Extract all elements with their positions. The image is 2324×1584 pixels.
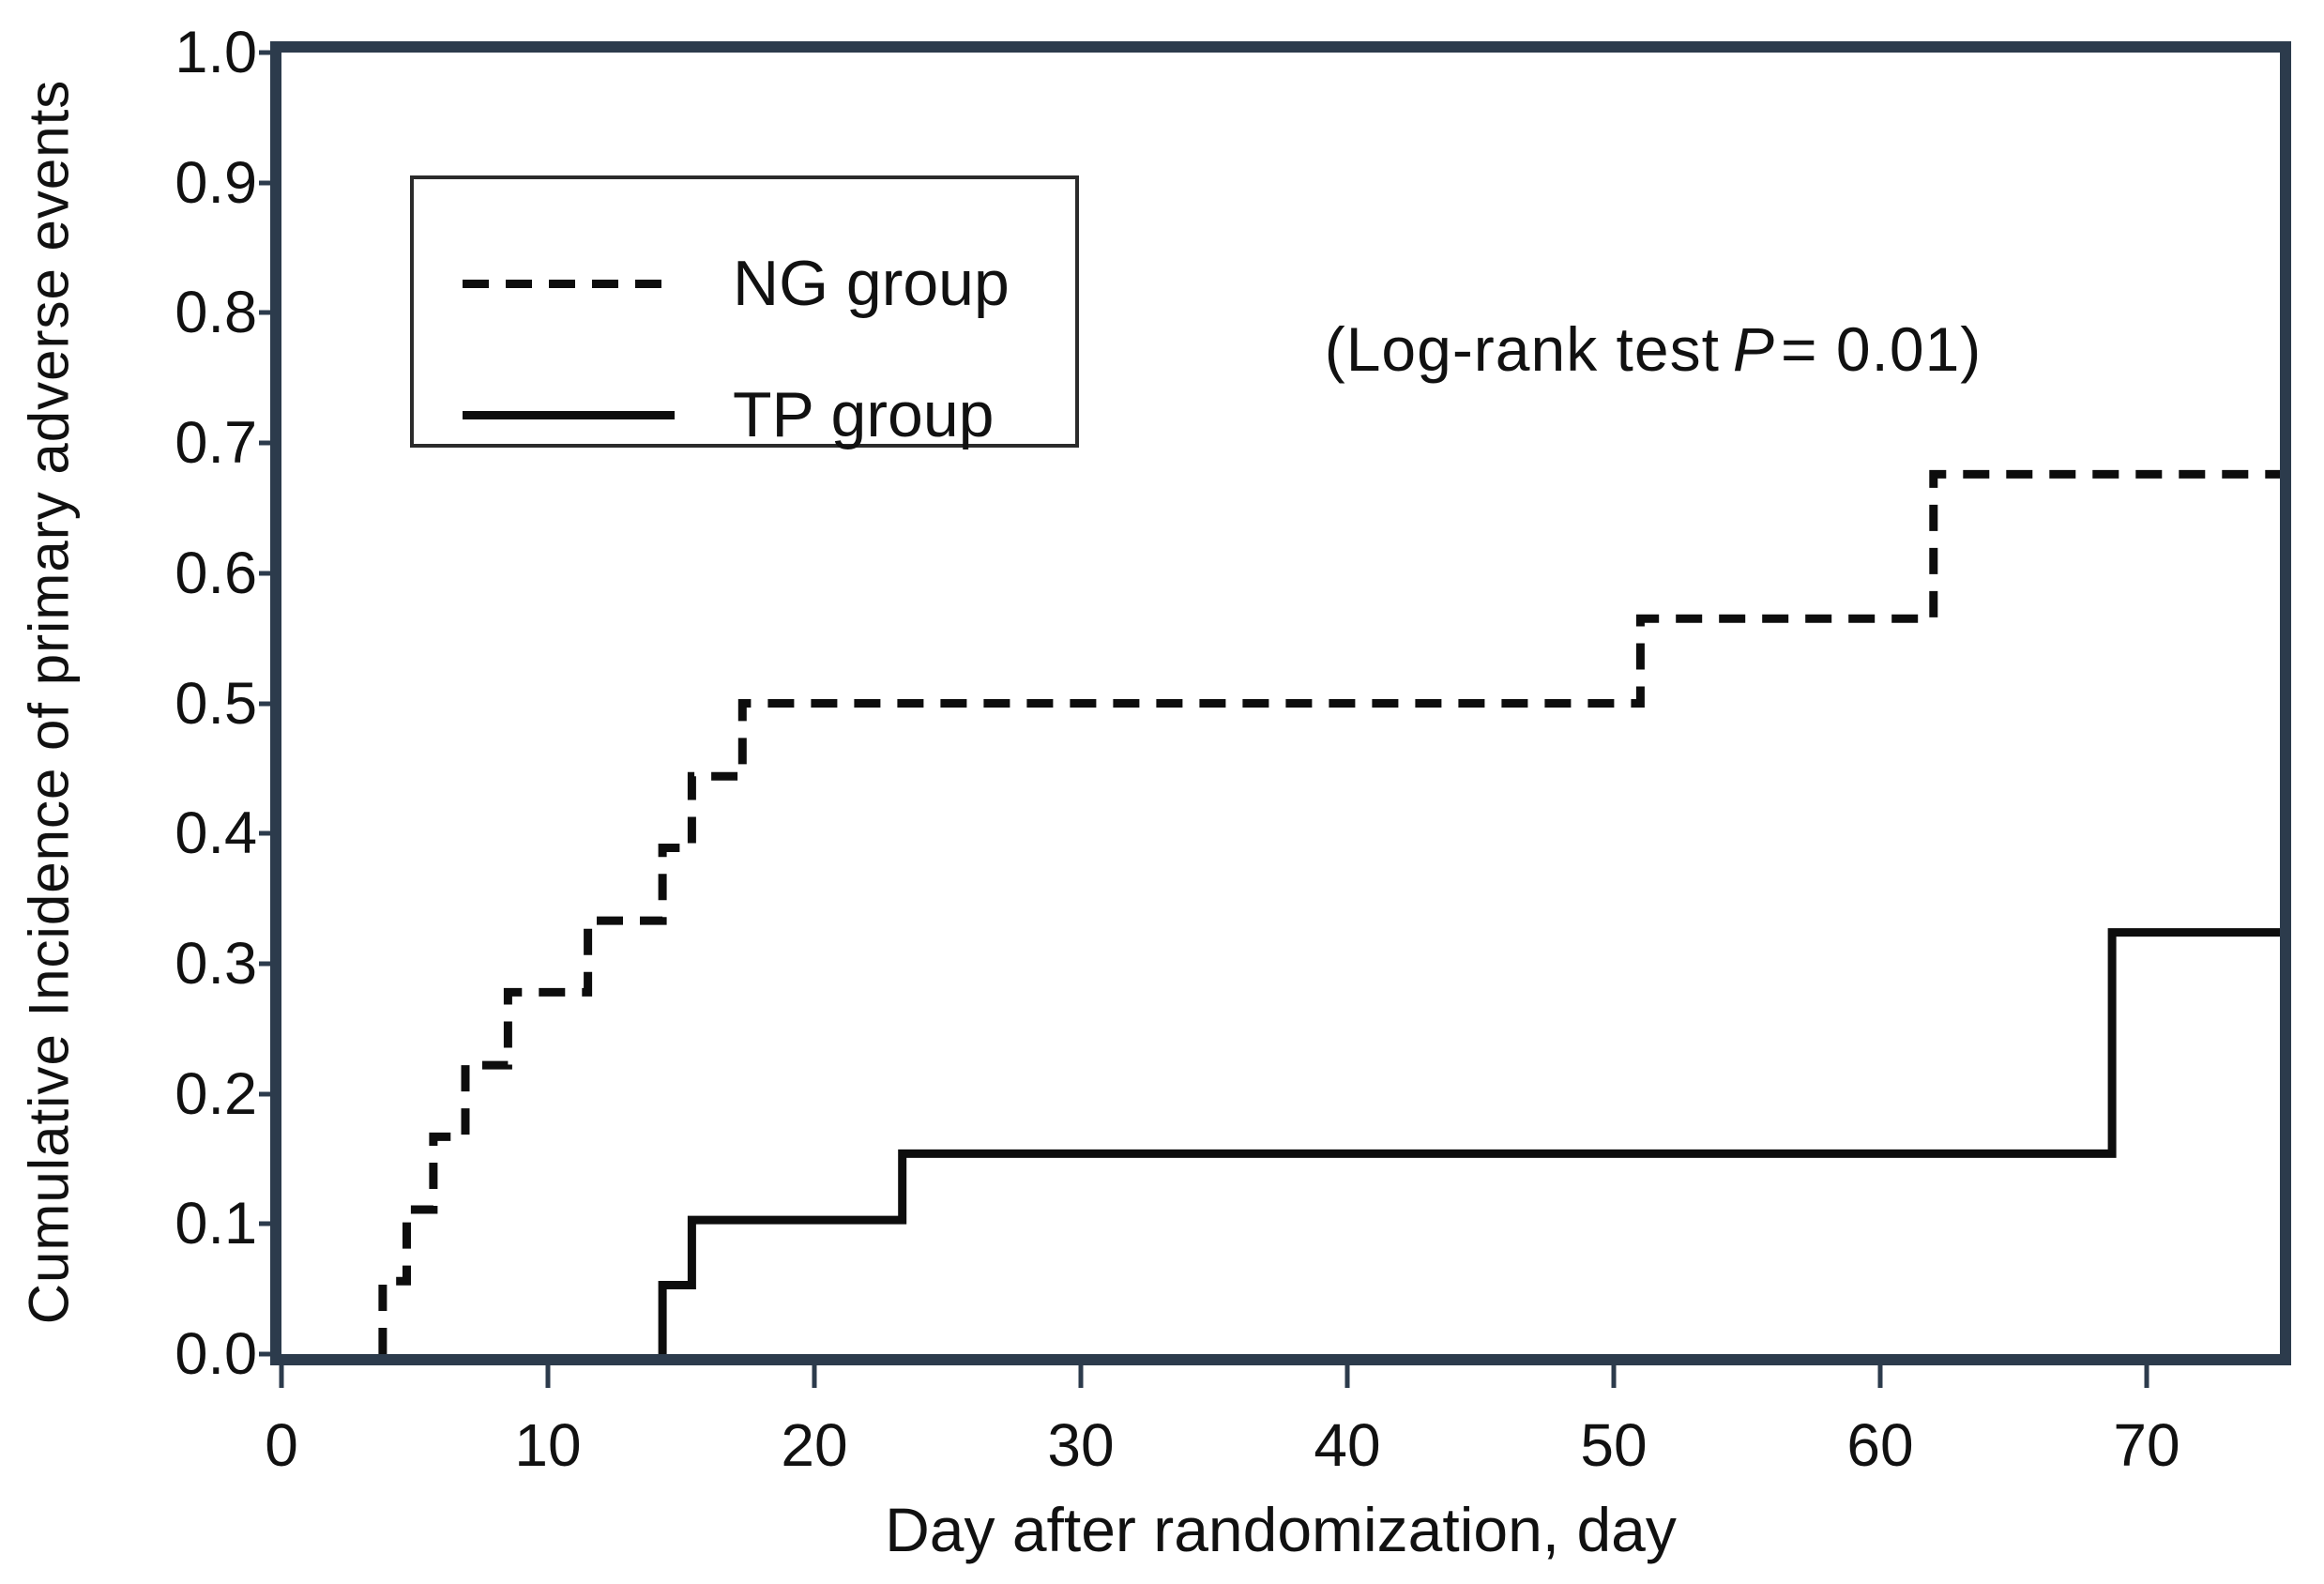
y-tick-mark	[259, 50, 280, 55]
x-tick-mark	[1078, 1365, 1084, 1388]
x-tick-mark	[1611, 1365, 1617, 1388]
x-tick-label: 30	[1047, 1411, 1115, 1479]
y-tick-mark	[259, 701, 280, 706]
survival-curves-canvas	[378, 469, 2280, 1354]
logrank-annotation: (Log-rank test P= 0.01)	[1325, 313, 1982, 385]
y-tick-mark	[259, 440, 280, 446]
y-tick-label: 0.3	[175, 930, 257, 997]
x-tick-mark	[279, 1365, 284, 1388]
annotation-p-symbol: P	[1732, 314, 1775, 384]
x-tick-mark	[2144, 1365, 2149, 1388]
y-tick-label: 0.6	[175, 540, 257, 606]
tp-group-curve	[658, 928, 2280, 1354]
y-tick-label: 1.0	[175, 20, 257, 85]
x-tick-label: 20	[781, 1411, 848, 1479]
x-tick-label: 10	[514, 1411, 582, 1479]
x-tick-label: 40	[1314, 1411, 1381, 1479]
x-axis-tick-labels: 0 10 20 30 40 50 60 70	[265, 1365, 2280, 1497]
y-tick-label: 0.1	[175, 1191, 257, 1257]
legend-label-ng: NG group	[733, 248, 1010, 319]
ng-dashed-line-sample	[463, 279, 675, 288]
legend: NG group TP group	[410, 175, 1079, 451]
x-tick-label: 50	[1580, 1411, 1648, 1479]
y-tick-label: 0.5	[175, 670, 257, 737]
y-tick-label: 0.7	[175, 410, 257, 477]
y-tick-mark	[259, 571, 280, 576]
x-tick-label: 70	[2113, 1411, 2180, 1479]
x-tick-mark	[1877, 1365, 1883, 1388]
x-tick-mark	[812, 1365, 817, 1388]
legend-label-tp: TP group	[733, 379, 995, 450]
ng-group-curve	[378, 469, 2280, 1354]
y-tick-mark	[259, 961, 280, 967]
x-axis-title: Day after randomization, day	[885, 1495, 1677, 1564]
y-tick-label: 0.0	[175, 1321, 257, 1387]
annotation-suffix: = 0.01)	[1780, 314, 1982, 384]
x-tick-label: 0	[265, 1411, 298, 1479]
x-tick-mark	[545, 1365, 551, 1388]
y-tick-label: 0.2	[175, 1060, 257, 1127]
y-tick-label: 0.8	[175, 280, 257, 346]
y-tick-mark	[259, 310, 280, 315]
legend-row-tp: TP group	[463, 378, 1075, 451]
x-tick-label: 60	[1846, 1411, 1914, 1479]
y-tick-label: 0.9	[175, 149, 257, 216]
x-tick-mark	[1344, 1365, 1350, 1388]
y-tick-mark	[259, 830, 280, 836]
y-tick-label: 0.4	[175, 800, 257, 867]
y-axis-title: Cumulative Incidence of primary adverse …	[17, 79, 81, 1325]
legend-row-ng: NG group	[463, 247, 1075, 320]
y-axis-tick-labels: 0.0 0.1 0.2 0.3 0.4 0.5 0.6 0.7 0.8 0.9 1.0	[103, 20, 280, 1387]
y-tick-mark	[259, 1091, 280, 1097]
tp-solid-line-sample	[463, 410, 675, 419]
annotation-prefix: (Log-rank test	[1324, 314, 1720, 384]
y-tick-mark	[259, 1221, 280, 1226]
y-tick-mark	[259, 1351, 280, 1357]
y-tick-mark	[259, 180, 280, 186]
plot-area: NG group TP group (Log-rank test P= 0.01)	[270, 41, 2291, 1365]
